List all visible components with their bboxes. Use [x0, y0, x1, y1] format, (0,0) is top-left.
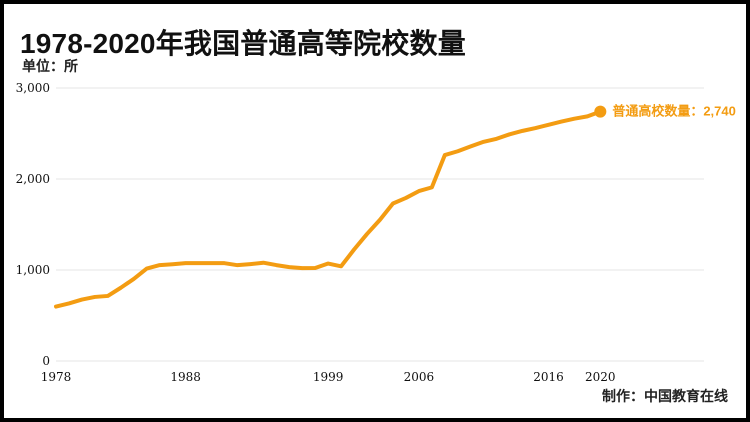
x-tick-label: 1988 [170, 370, 201, 384]
x-tick-label: 1999 [313, 370, 344, 384]
chart-title: 1978-2020年我国普通高等院校数量 [20, 28, 466, 59]
y-tick-label: 0 [42, 354, 50, 368]
y-tick-label: 3,000 [16, 81, 50, 95]
series-callout-label: 普通高校数量：2,740 [612, 104, 736, 119]
x-tick-label: 2020 [585, 370, 616, 384]
unit-label: 单位：所 [22, 58, 78, 74]
y-tick-label: 2,000 [16, 172, 50, 186]
line-chart: 0 1,000 2,000 3,000 1978 1988 1999 2006 2016 2020… [16, 81, 736, 384]
credit-label: 制作：中国教育在线 [602, 388, 728, 404]
x-tick-label: 2016 [533, 370, 564, 384]
end-point-marker [594, 105, 607, 118]
series-line-0 [54, 109, 603, 309]
x-tick-label: 1978 [41, 370, 72, 384]
y-tick-label: 1,000 [16, 263, 50, 277]
x-tick-label: 2006 [404, 370, 435, 384]
